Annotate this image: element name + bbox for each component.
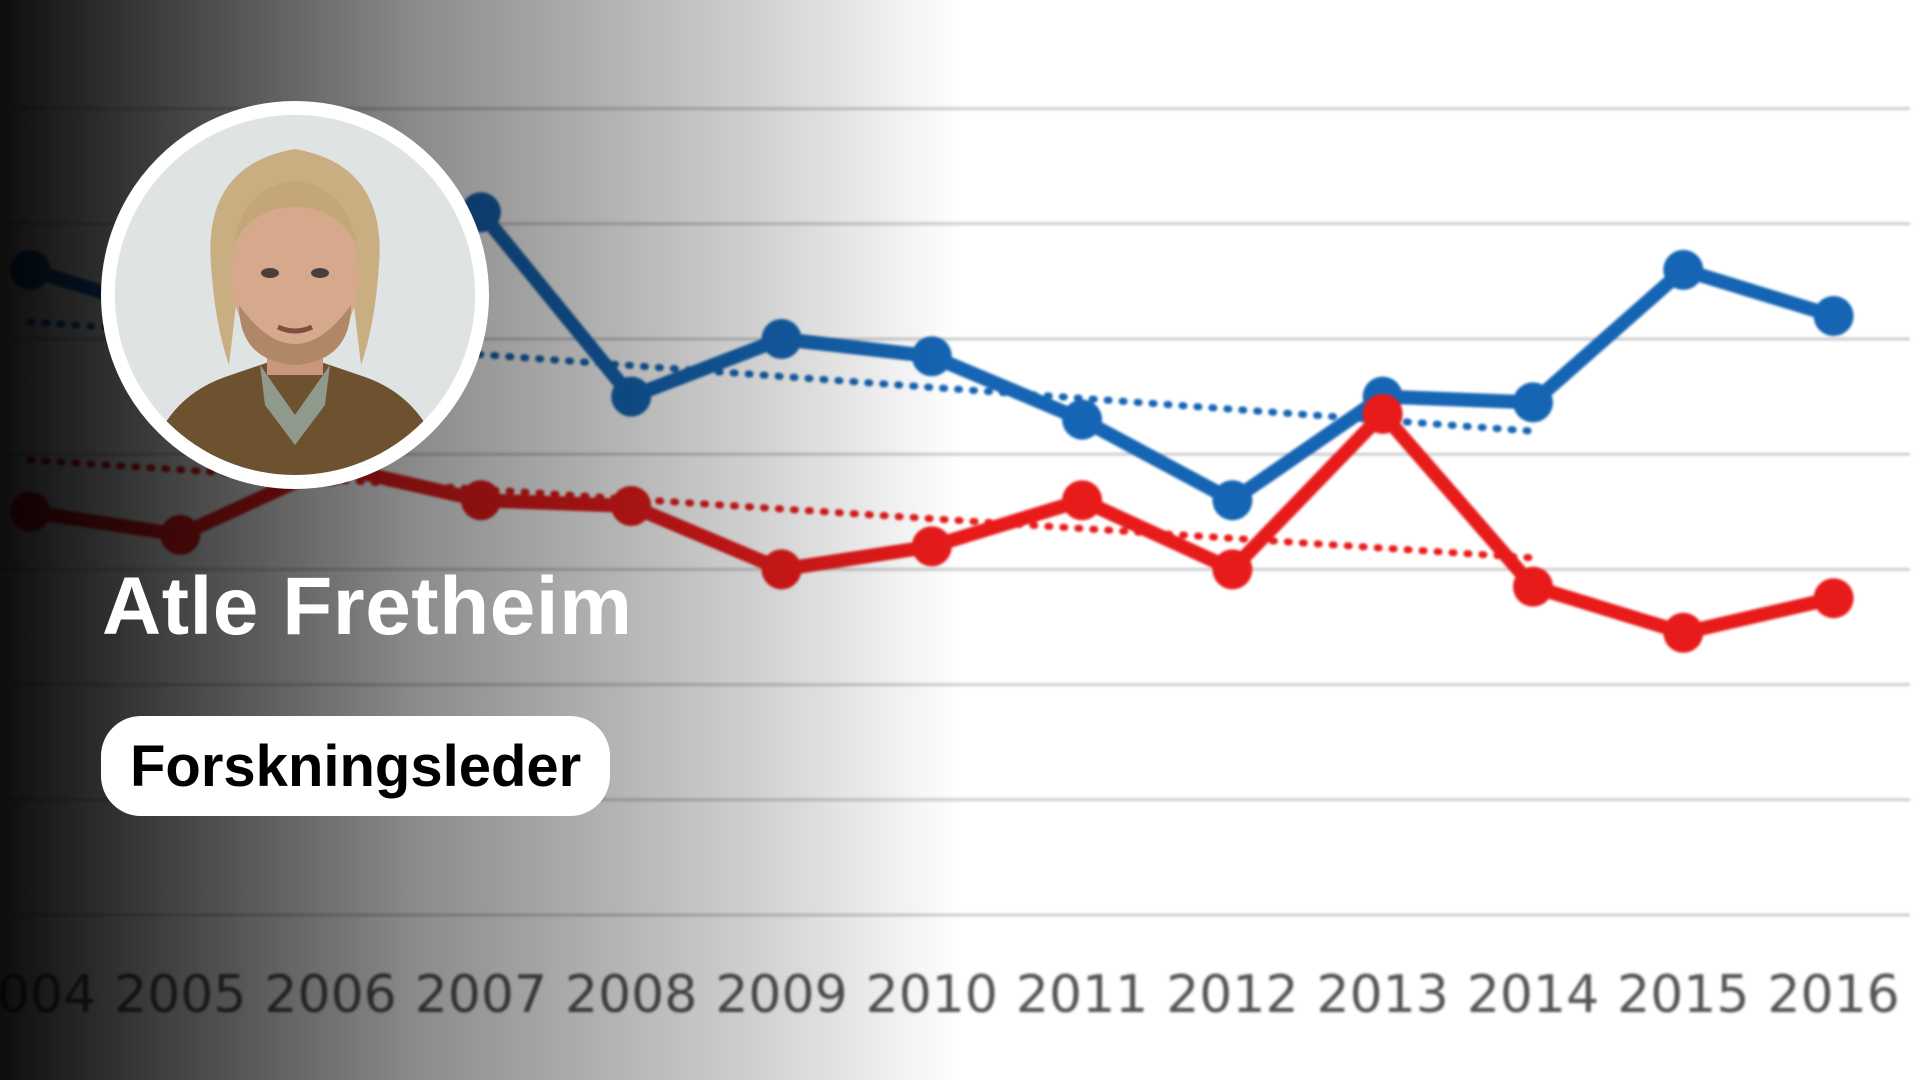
person-name: Atle Fretheim xyxy=(102,561,633,652)
portrait-photo xyxy=(115,115,475,475)
avatar xyxy=(101,101,489,489)
job-title-badge: Forskningsleder xyxy=(101,716,611,816)
job-title-label: Forskningsleder xyxy=(130,733,582,799)
